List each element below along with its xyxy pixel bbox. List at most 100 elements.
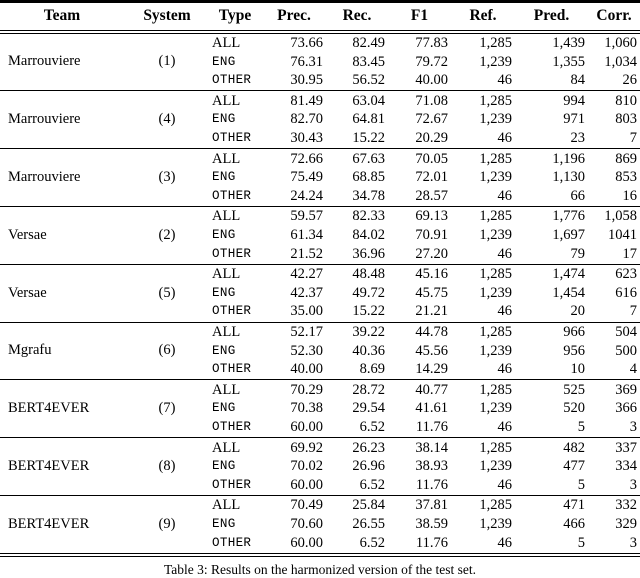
table-row: ALL 73.66 82.49 77.83 1,285 1,439 1,060 xyxy=(196,34,640,53)
cell-corr: 1,058 xyxy=(604,208,637,225)
cell-prec: 21.52 xyxy=(290,245,323,262)
cell-type: OTHER xyxy=(212,477,252,492)
cell-rec: 82.49 xyxy=(352,35,385,52)
cell-type: ALL xyxy=(212,439,241,456)
table-row: ALL 81.49 63.04 71.08 1,285 994 810 xyxy=(196,92,640,111)
team-block: Mgrafu (6) ALL 52.17 39.22 44.78 1,285 966 504 EN… xyxy=(0,323,640,381)
cell-ref: 1,239 xyxy=(479,458,512,475)
metric-rows: ALL 81.49 63.04 71.08 1,285 994 810 ENG 82.70 64.… xyxy=(196,91,640,148)
cell-prec: 60.00 xyxy=(290,476,323,493)
table-row: ENG 42.37 49.72 45.75 1,239 1,454 616 xyxy=(196,284,640,303)
cell-corr: 616 xyxy=(615,284,637,301)
cell-type: ALL xyxy=(212,208,241,225)
cell-pred: 79 xyxy=(570,245,586,262)
col-header-system: System xyxy=(143,7,191,25)
cell-f1: 70.05 xyxy=(415,150,448,167)
metric-rows: ALL 70.49 25.84 37.81 1,285 471 332 ENG 70.60 26.… xyxy=(196,496,640,553)
cell-corr: 869 xyxy=(615,150,637,167)
cell-prec: 81.49 xyxy=(290,92,323,109)
cell-ref: 1,285 xyxy=(479,381,512,398)
system-id: (7) xyxy=(158,400,176,417)
team-name: Marrouviere xyxy=(8,111,81,128)
table-row: OTHER 21.52 36.96 27.20 46 79 17 xyxy=(196,245,640,264)
team-name: Marrouviere xyxy=(8,53,81,70)
cell-corr: 810 xyxy=(615,92,637,109)
table-row: ALL 69.92 26.23 38.14 1,285 482 337 xyxy=(196,439,640,458)
cell-prec: 70.02 xyxy=(290,458,323,475)
cell-prec: 61.34 xyxy=(290,227,323,244)
cell-rec: 29.54 xyxy=(352,400,385,417)
cell-pred: 1,196 xyxy=(552,150,585,167)
cell-type: OTHER xyxy=(212,304,252,319)
cell-f1: 21.21 xyxy=(415,303,448,320)
cell-type: ENG xyxy=(212,459,236,474)
cell-rec: 49.72 xyxy=(352,284,385,301)
cell-f1: 77.83 xyxy=(415,35,448,52)
cell-f1: 72.67 xyxy=(415,111,448,128)
cell-pred: 994 xyxy=(563,92,585,109)
team-block: Marrouviere (4) ALL 81.49 63.04 71.08 1,285 994… xyxy=(0,91,640,150)
table-row: OTHER 30.43 15.22 20.29 46 23 7 xyxy=(196,129,640,148)
col-header-ref: Ref. xyxy=(469,7,497,25)
cell-type: ALL xyxy=(212,497,241,514)
cell-ref: 1,285 xyxy=(479,324,512,340)
cell-rec: 36.96 xyxy=(352,245,385,262)
team-name: Versae xyxy=(8,284,47,301)
cell-f1: 20.29 xyxy=(415,130,448,147)
cell-corr: 334 xyxy=(615,458,637,475)
cell-prec: 69.92 xyxy=(290,439,323,456)
cell-f1: 11.76 xyxy=(415,534,448,551)
team-block: Marrouviere (1) ALL 73.66 82.49 77.83 1,285 1,4… xyxy=(0,34,640,92)
col-header-type: Type xyxy=(218,7,252,25)
cell-rec: 39.22 xyxy=(352,324,385,340)
cell-prec: 60.00 xyxy=(290,534,323,551)
cell-ref: 1,239 xyxy=(479,227,512,244)
cell-rec: 63.04 xyxy=(352,92,385,109)
table-row: ENG 82.70 64.81 72.67 1,239 971 803 xyxy=(196,110,640,129)
cell-f1: 44.78 xyxy=(415,324,448,340)
table-row: ALL 72.66 67.63 70.05 1,285 1,196 869 xyxy=(196,150,640,169)
cell-corr: 3 xyxy=(629,476,637,493)
team-block: BERT4EVER (7) ALL 70.29 28.72 40.77 1,285 525 36… xyxy=(0,380,640,439)
table-row: ENG 61.34 84.02 70.91 1,239 1,697 1041 xyxy=(196,226,640,245)
cell-ref: 46 xyxy=(497,476,513,493)
cell-prec: 42.27 xyxy=(290,266,323,283)
cell-f1: 72.01 xyxy=(415,169,448,186)
cell-pred: 5 xyxy=(577,476,585,493)
cell-corr: 803 xyxy=(615,111,637,128)
table-header-row: Team System Type Prec. Rec. F1 Ref. Pred… xyxy=(0,3,640,30)
cell-ref: 1,239 xyxy=(479,400,512,417)
cell-corr: 369 xyxy=(615,381,637,398)
table-row: ALL 42.27 48.48 45.16 1,285 1,474 623 xyxy=(196,265,640,284)
cell-ref: 46 xyxy=(497,245,513,262)
cell-pred: 5 xyxy=(577,418,585,435)
cell-rec: 67.63 xyxy=(352,150,385,167)
cell-type: ENG xyxy=(212,285,236,300)
system-id: (3) xyxy=(158,169,176,186)
cell-prec: 60.00 xyxy=(290,418,323,435)
cell-prec: 40.00 xyxy=(290,361,323,378)
cell-pred: 1,355 xyxy=(552,53,585,70)
system-id: (2) xyxy=(158,226,176,243)
cell-prec: 70.38 xyxy=(290,400,323,417)
table-row: ALL 59.57 82.33 69.13 1,285 1,776 1,058 xyxy=(196,207,640,226)
team-name: Mgrafu xyxy=(8,342,52,359)
col-header-corr: Corr. xyxy=(596,7,632,25)
cell-rec: 28.72 xyxy=(352,381,385,398)
cell-type: OTHER xyxy=(212,131,252,146)
cell-type: ENG xyxy=(212,343,236,358)
table-row: OTHER 60.00 6.52 11.76 46 5 3 xyxy=(196,418,640,437)
cell-prec: 30.43 xyxy=(290,130,323,147)
cell-rec: 15.22 xyxy=(352,130,385,147)
cell-f1: 45.16 xyxy=(415,266,448,283)
cell-pred: 1,474 xyxy=(552,266,585,283)
cell-corr: 366 xyxy=(615,400,637,417)
cell-corr: 4 xyxy=(629,361,637,378)
col-header-team: Team xyxy=(43,7,81,25)
col-header-f1: F1 xyxy=(410,7,429,25)
cell-ref: 1,285 xyxy=(479,497,512,514)
cell-prec: 35.00 xyxy=(290,303,323,320)
cell-f1: 41.61 xyxy=(415,400,448,417)
cell-type: ALL xyxy=(212,266,241,283)
cell-pred: 956 xyxy=(563,342,585,359)
